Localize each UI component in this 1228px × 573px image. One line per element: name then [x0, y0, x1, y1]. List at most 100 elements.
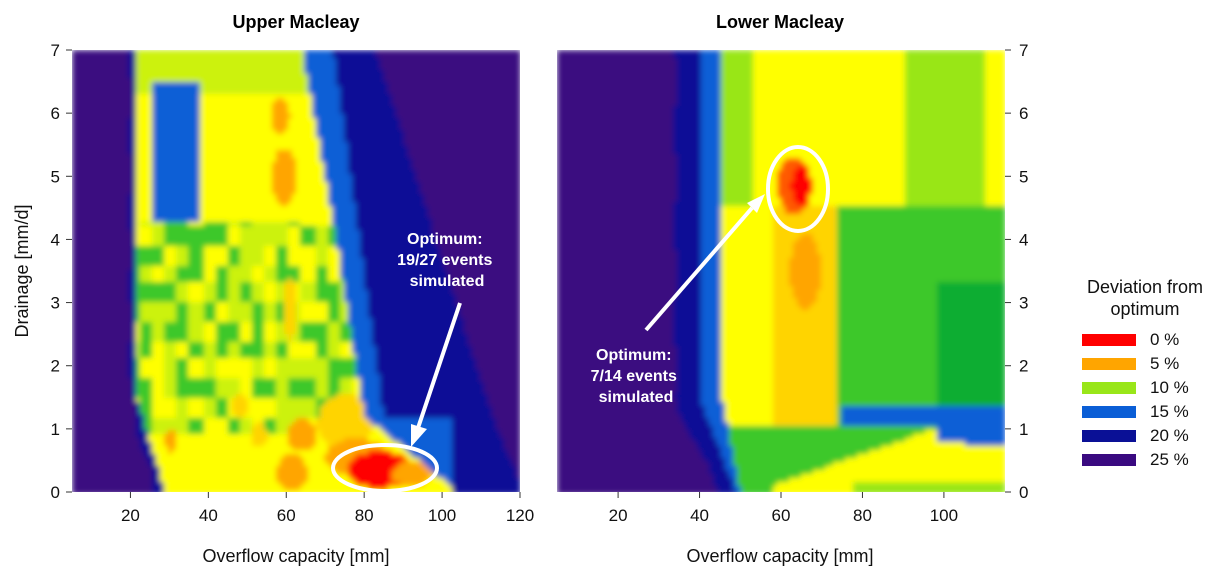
heatmap-cell — [436, 142, 441, 147]
heatmap-cell — [144, 82, 149, 87]
heatmap-cell — [100, 206, 105, 211]
heatmap-cell — [200, 66, 205, 71]
heatmap-cell — [140, 150, 145, 155]
heatmap-cell — [252, 82, 257, 87]
heatmap-cell — [496, 150, 501, 155]
heatmap-cell — [264, 138, 269, 143]
heatmap-cell — [164, 194, 169, 199]
heatmap-cell — [328, 58, 333, 63]
heatmap-cell — [320, 206, 325, 211]
heatmap-cell — [252, 190, 257, 195]
heatmap-cell — [344, 134, 349, 139]
heatmap-cell — [104, 50, 109, 55]
heatmap-cell — [476, 58, 481, 63]
heatmap-cell — [380, 82, 385, 87]
heatmap-cell — [376, 82, 381, 87]
heatmap-cell — [84, 70, 89, 75]
heatmap-cell — [224, 162, 229, 167]
heatmap-cell — [488, 74, 493, 79]
heatmap-cell — [300, 74, 305, 79]
heatmap-cell — [252, 178, 257, 183]
heatmap-cell — [296, 166, 301, 171]
heatmap-cell — [420, 174, 425, 179]
heatmap-cell — [104, 226, 109, 231]
heatmap-cell — [348, 130, 353, 135]
heatmap-cell — [100, 50, 105, 55]
heatmap-cell — [160, 186, 165, 191]
heatmap-cell — [80, 86, 85, 91]
heatmap-cell — [84, 62, 89, 67]
heatmap-cell — [512, 86, 517, 91]
heatmap-cell — [168, 90, 173, 95]
heatmap-cell — [496, 186, 501, 191]
heatmap-cell — [408, 126, 413, 131]
heatmap-cell — [244, 78, 249, 83]
heatmap-cell — [456, 106, 461, 111]
heatmap-cell — [196, 182, 201, 187]
heatmap-cell — [208, 82, 213, 87]
heatmap-cell — [252, 218, 257, 223]
heatmap-cell — [284, 58, 289, 63]
heatmap-cell — [168, 78, 173, 83]
heatmap-cell — [336, 66, 341, 71]
heatmap-cell — [164, 150, 169, 155]
heatmap-cell — [224, 214, 229, 219]
heatmap-cell — [392, 194, 397, 199]
heatmap-cell — [296, 102, 301, 107]
heatmap-cell — [240, 222, 245, 227]
heatmap-cell — [420, 194, 425, 199]
heatmap-cell — [504, 110, 509, 115]
heatmap-cell — [104, 186, 109, 191]
heatmap-cell — [344, 50, 349, 55]
heatmap-cell — [288, 190, 293, 195]
heatmap-cell — [456, 174, 461, 179]
heatmap-cell — [344, 170, 349, 175]
heatmap-cell — [96, 90, 101, 95]
heatmap-cell — [88, 186, 93, 191]
heatmap-cell — [492, 178, 497, 183]
heatmap-cell — [268, 222, 273, 227]
heatmap-cell — [280, 174, 285, 179]
heatmap-cell — [108, 50, 113, 55]
heatmap-cell — [88, 138, 93, 143]
heatmap-cell — [436, 170, 441, 175]
heatmap-cell — [448, 170, 453, 175]
heatmap-cell — [80, 58, 85, 63]
heatmap-cell — [176, 62, 181, 67]
heatmap-cell — [304, 194, 309, 199]
heatmap-cell — [436, 138, 441, 143]
heatmap-cell — [116, 178, 121, 183]
heatmap-cell — [384, 98, 389, 103]
heatmap-cell — [132, 70, 137, 75]
heatmap-cell — [484, 154, 489, 159]
heatmap-cell — [204, 122, 209, 127]
heatmap-cell — [448, 210, 453, 215]
heatmap-cell — [136, 102, 141, 107]
heatmap-cell — [104, 206, 109, 211]
heatmap-cell — [232, 154, 237, 159]
heatmap-cell — [236, 58, 241, 63]
heatmap-cell — [188, 58, 193, 63]
heatmap-cell — [428, 222, 433, 227]
heatmap-cell — [356, 206, 361, 211]
heatmap-cell — [112, 186, 117, 191]
heatmap-cell — [364, 114, 369, 119]
heatmap-cell — [288, 202, 293, 207]
heatmap-cell — [96, 82, 101, 87]
heatmap-cell — [220, 78, 225, 83]
heatmap-cell — [492, 158, 497, 163]
heatmap-cell — [212, 158, 217, 163]
heatmap-cell — [456, 50, 461, 55]
heatmap-cell — [276, 222, 281, 227]
heatmap-cell — [300, 174, 305, 179]
heatmap-cell — [404, 170, 409, 175]
heatmap-cell — [204, 218, 209, 223]
heatmap-cell — [420, 102, 425, 107]
heatmap-cell — [200, 130, 205, 135]
heatmap-cell — [308, 202, 313, 207]
heatmap-cell — [324, 182, 329, 187]
heatmap-cell — [412, 170, 417, 175]
heatmap-cell — [384, 90, 389, 95]
heatmap-cell — [388, 62, 393, 67]
heatmap-cell — [320, 106, 325, 111]
